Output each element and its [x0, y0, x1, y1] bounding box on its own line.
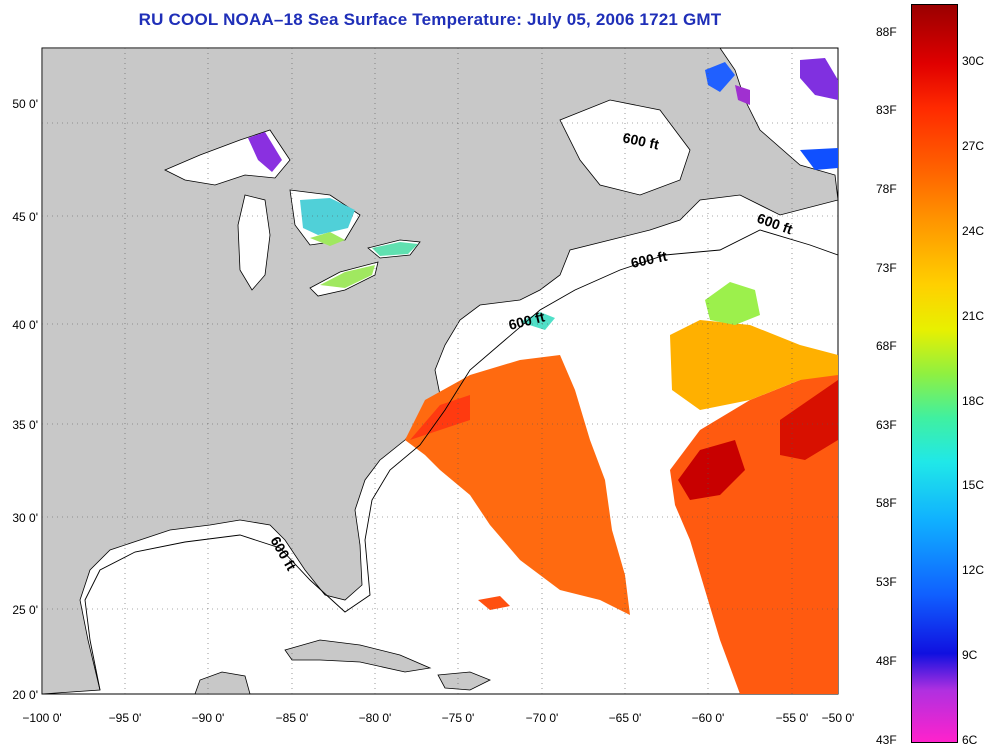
cb-c-label: 12C [962, 563, 985, 577]
x-tick: −95 0' [109, 711, 142, 725]
cb-c-label: 27C [962, 139, 985, 153]
x-tick: −65 0' [609, 711, 642, 725]
cb-c-label: 9C [962, 648, 978, 662]
lake-michigan [237, 194, 271, 291]
y-tick: 35 0' [12, 418, 38, 432]
sst-lake-erie [320, 265, 375, 288]
hispaniola [437, 671, 491, 691]
map-title: RU COOL NOAA–18 Sea Surface Temperature:… [138, 10, 722, 29]
cb-c-label: 24C [962, 224, 985, 238]
x-tick: −100 0' [22, 711, 61, 725]
sst-labrador [705, 62, 735, 92]
cb-c-label: 15C [962, 478, 985, 492]
isobath-label: 600 ft [621, 129, 660, 152]
cb-c-label: 30C [962, 54, 985, 68]
x-tick: −75 0' [442, 711, 475, 725]
isobath-label: 600 ft [629, 248, 668, 271]
x-tick: −85 0' [276, 711, 309, 725]
cb-c-label: 21C [962, 309, 985, 323]
x-tick: −80 0' [359, 711, 392, 725]
cb-f-label: 48F [876, 654, 897, 668]
y-tick: 50 0' [12, 97, 38, 111]
y-tick: 20 0' [12, 688, 38, 702]
cb-f-label: 83F [876, 103, 897, 117]
cb-c-label: 18C [962, 394, 985, 408]
cb-f-label: 58F [876, 496, 897, 510]
x-tick: −60 0' [692, 711, 725, 725]
y-tick: 25 0' [12, 603, 38, 617]
gulf-st-lawrence [559, 99, 691, 196]
x-tick: −90 0' [192, 711, 225, 725]
isobath-600ft [84, 229, 839, 691]
cb-f-label: 63F [876, 418, 897, 432]
y-tick: 40 0' [12, 318, 38, 332]
sst-lake-michigan [300, 198, 355, 235]
sst-hotspot-2 [780, 380, 838, 460]
sst-map: 600 ft 600 ft 600 ft 600 ft 600 ft −100 … [12, 47, 854, 725]
x-axis-ticks: −100 0' −95 0' −90 0' −85 0' −80 0' −75 … [22, 711, 854, 725]
y-tick: 30 0' [12, 511, 38, 525]
cb-f-label: 43F [876, 733, 897, 747]
sst-lake-huron-south [310, 232, 345, 246]
sst-cool-nova [520, 312, 555, 330]
x-tick: −55 0' [776, 711, 809, 725]
cb-f-label: 68F [876, 339, 897, 353]
sst-lake-superior [248, 132, 282, 172]
sst-scattered-cool [705, 282, 760, 325]
sst-scattered-north [670, 320, 838, 410]
sst-newfoundland-2 [735, 85, 750, 105]
sst-small-patch [478, 596, 510, 610]
sst-labrador-2 [800, 58, 838, 100]
cb-f-label: 73F [876, 261, 897, 275]
y-axis-ticks: 50 0' 45 0' 40 0' 35 0' 30 0' 25 0' 20 0… [12, 97, 38, 702]
x-tick: −70 0' [526, 711, 559, 725]
sst-hotspot [678, 440, 745, 500]
temperature-colorbar [911, 4, 958, 743]
y-tick: 45 0' [12, 210, 38, 224]
cb-f-label: 88F [876, 25, 897, 39]
cb-f-label: 53F [876, 575, 897, 589]
sst-newfoundland [800, 148, 838, 170]
sst-lake-ontario [372, 242, 418, 256]
yucatan [194, 671, 251, 695]
cuba [284, 639, 432, 673]
x-tick: −50 0' [822, 711, 855, 725]
cb-c-label: 6C [962, 733, 978, 747]
cb-f-label: 78F [876, 182, 897, 196]
sst-data [248, 58, 838, 694]
